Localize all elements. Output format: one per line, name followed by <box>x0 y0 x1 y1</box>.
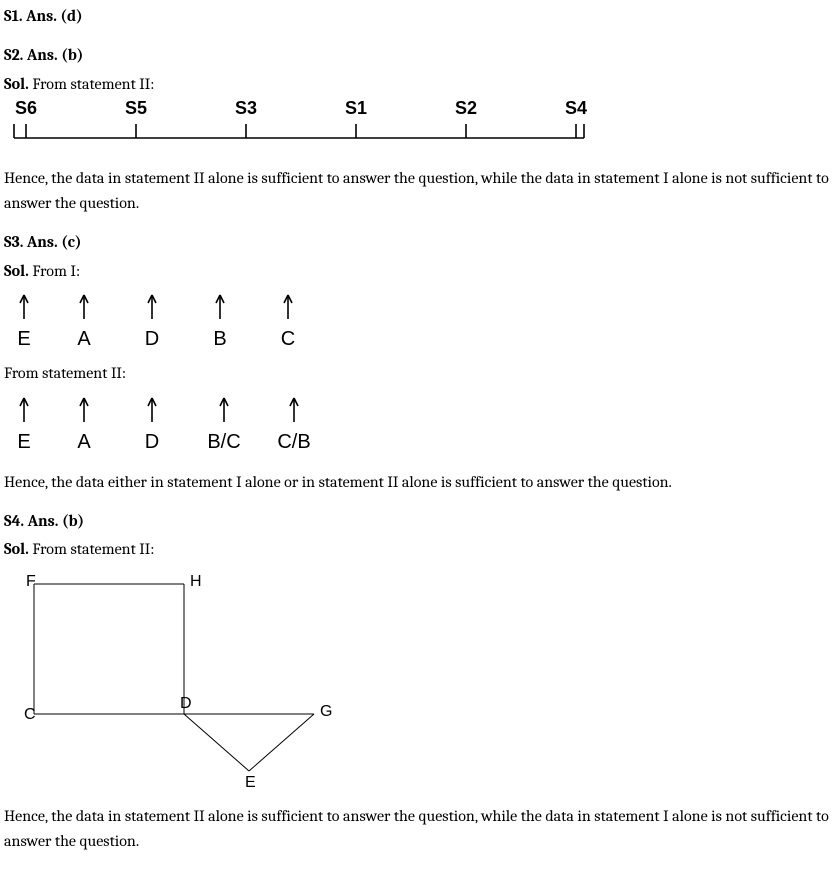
svg-text:B: B <box>213 328 226 350</box>
svg-text:A: A <box>77 431 91 453</box>
s2-conclusion: Hence, the data in statement II alone is… <box>4 166 829 216</box>
s4-heading: S4. Ans. (b) <box>4 509 829 534</box>
svg-text:E: E <box>17 431 30 453</box>
svg-text:H: H <box>190 573 202 590</box>
svg-text:S2: S2 <box>455 100 477 118</box>
s3-conclusion: Hence, the data either in statement I al… <box>4 470 829 495</box>
svg-text:S6: S6 <box>15 100 37 118</box>
svg-text:S4: S4 <box>565 100 587 118</box>
s3-sol-text: From I: <box>29 262 80 280</box>
svg-text:E: E <box>245 774 256 791</box>
s2-timeline-diagram: S6 S5 S3 S1 S2 S4 <box>4 100 829 156</box>
s2-block: S2. Ans. (b) Sol. From statement II: S6S… <box>4 43 829 216</box>
svg-text:C: C <box>24 706 36 723</box>
svg-text:A: A <box>77 328 91 350</box>
s3-sol-label: Sol. <box>4 262 29 280</box>
svg-text:F: F <box>26 573 36 590</box>
svg-text:E: E <box>17 328 30 350</box>
svg-text:S3: S3 <box>235 100 257 118</box>
svg-text:G: G <box>320 703 332 720</box>
s3-block: S3. Ans. (c) Sol. From I: E A D B C From sta… <box>4 230 829 495</box>
s4-sol-label: Sol. <box>4 540 29 558</box>
s3-mid-text: From statement II: <box>4 361 829 386</box>
svg-text:D: D <box>180 695 192 712</box>
svg-text:C: C <box>281 328 295 350</box>
s1-block: S1. Ans. (d) <box>4 4 829 29</box>
s4-block: S4. Ans. (b) Sol. From statement II: F H C… <box>4 509 829 854</box>
s3-row2-diagram: E A D B/C C/B <box>4 390 829 464</box>
s4-sol-text: From statement II: <box>29 540 155 558</box>
s4-conclusion: Hence, the data in statement II alone is… <box>4 804 829 854</box>
svg-text:S1: S1 <box>345 100 367 118</box>
s3-sol-line: Sol. From I: <box>4 259 829 284</box>
s3-row1-diagram: EADBC <box>4 287 829 361</box>
s3-heading: S3. Ans. (c) <box>4 230 829 255</box>
svg-text:D: D <box>145 328 159 350</box>
svg-text:S5: S5 <box>125 100 147 118</box>
s1-heading: S1. Ans. (d) <box>4 4 829 29</box>
s4-sol-line: Sol. From statement II: <box>4 537 829 562</box>
svg-text:B/C: B/C <box>207 431 240 453</box>
s2-heading: S2. Ans. (b) <box>4 43 829 68</box>
s2-sol-label: Sol. <box>4 75 29 93</box>
s4-graph-diagram: F H C D G E <box>4 566 829 804</box>
s2-sol-line: Sol. From statement II: <box>4 72 829 97</box>
svg-text:D: D <box>145 431 159 453</box>
s2-sol-text: From statement II: <box>29 75 155 93</box>
svg-text:C/B: C/B <box>277 431 310 453</box>
